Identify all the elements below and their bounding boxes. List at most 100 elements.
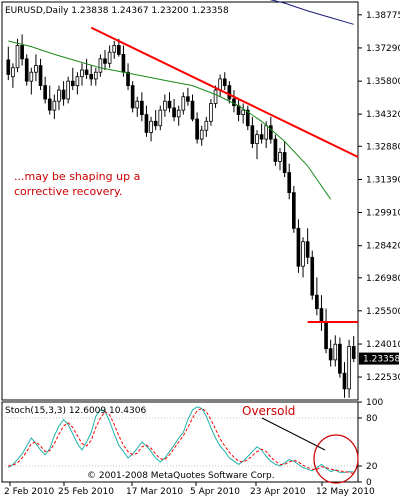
x-tick-label: 23 Apr 2010	[250, 487, 306, 497]
candle-body	[209, 103, 213, 122]
candle-body	[351, 346, 356, 359]
stoch-annotation-oversold: Oversold	[242, 404, 295, 418]
chart-header: EURUSD,Daily 1.23838 1.24367 1.23200 1.2…	[5, 6, 229, 16]
candle-body	[324, 321, 328, 350]
stoch-lines	[8, 406, 354, 475]
candle-body	[287, 172, 292, 194]
candle-body	[250, 125, 255, 144]
candle-body	[190, 100, 195, 120]
candle-body	[93, 71, 98, 80]
candle-body	[144, 114, 149, 133]
candle-body	[301, 241, 305, 267]
price-candles	[6, 34, 356, 398]
stoch-y-tick-label: 80	[366, 414, 378, 424]
oversold-arrow-line	[261, 417, 326, 451]
candle-body	[29, 71, 34, 82]
candle-body	[310, 256, 315, 296]
candle-body	[227, 85, 232, 100]
candle-body	[333, 343, 338, 361]
x-tick-label: 2 Feb 2010	[4, 487, 55, 497]
price-y-tick-label: 1.24010	[366, 340, 400, 350]
candle-body	[218, 78, 222, 91]
candle-body	[112, 45, 117, 53]
candle-body	[107, 51, 112, 64]
candle-body	[278, 152, 282, 162]
candle-body	[222, 78, 227, 87]
candle-body	[328, 348, 333, 361]
candle-body	[43, 85, 47, 100]
candle-body	[130, 85, 135, 109]
price-y-tick-label: 1.29910	[366, 208, 400, 218]
candle-body	[80, 69, 84, 78]
stoch-grid	[2, 417, 358, 467]
candle-body	[172, 107, 176, 118]
candle-body	[181, 96, 186, 111]
candle-body	[47, 98, 52, 111]
candle-body	[176, 109, 181, 118]
candle-body	[11, 67, 15, 78]
downtrend-line	[90, 26, 359, 158]
candle-body	[149, 120, 153, 133]
candle-body	[338, 343, 342, 374]
stoch-title: Stoch(15,3,3) 12.6009 10.4306	[5, 406, 146, 416]
candle-body	[121, 53, 126, 73]
candle-body	[236, 105, 241, 115]
candle-body	[70, 80, 75, 87]
candle-body	[61, 89, 66, 100]
candle-body	[158, 109, 163, 127]
candle-body	[273, 138, 278, 162]
candle-body	[20, 45, 24, 60]
candle-body	[135, 100, 140, 109]
candle-body	[259, 134, 264, 140]
oversold-circle	[313, 434, 359, 484]
candle-body	[245, 109, 250, 127]
candle-body	[38, 65, 43, 87]
x-tick-label: 17 Mar 2010	[126, 487, 183, 497]
candle-body	[126, 71, 130, 87]
price-y-tick-label: 1.34320	[366, 110, 400, 120]
price-y-tick-label: 1.28420	[366, 242, 400, 252]
candle-body	[153, 120, 158, 127]
candle-body	[52, 100, 57, 111]
stoch-main-line	[8, 406, 354, 473]
candle-body	[241, 109, 245, 115]
stoch-y-tick-label: 0	[366, 478, 372, 488]
annotation-recovery-line-1: ...may be shaping up a	[14, 170, 140, 183]
candle-body	[292, 192, 296, 229]
price-y-tick-label: 1.26980	[366, 274, 400, 284]
candle-body	[347, 346, 351, 390]
current-price-label: 1.23358	[363, 355, 400, 365]
candle-body	[315, 294, 319, 309]
current-price-box	[359, 352, 399, 365]
candle-body	[57, 89, 61, 102]
candle-body	[186, 96, 190, 102]
candle-body	[213, 89, 218, 104]
annotation-recovery: ...may be shaping up a corrective recove…	[14, 170, 144, 198]
stoch-y-axis: 100 80 20 0	[358, 398, 383, 488]
candle-body	[319, 308, 324, 323]
candle-body	[232, 98, 236, 107]
candle-body	[24, 58, 29, 82]
copyright-text: © 2001-2008 MetaQuotes Software Corp.	[87, 471, 275, 481]
stoch-signal-line	[8, 407, 354, 475]
x-tick-label: 25 Feb 2010	[58, 487, 114, 497]
price-y-axis: 1.38775 1.37290 1.35800 1.34320 1.32880 1.313…	[358, 11, 400, 383]
candle-body	[89, 74, 94, 80]
x-tick-label: 12 May 2010	[316, 487, 375, 497]
price-overlays	[8, 0, 359, 323]
candle-body	[342, 372, 347, 390]
candle-body	[75, 76, 80, 87]
candle-body	[268, 125, 273, 140]
stoch-y-tick-label: 20	[366, 462, 378, 472]
price-y-tick-label: 1.22530	[366, 373, 400, 383]
x-tick-label: 5 Apr 2010	[190, 487, 240, 497]
candle-body	[305, 241, 310, 258]
price-y-tick-label: 1.37290	[366, 44, 400, 54]
candle-body	[98, 58, 103, 73]
candle-body	[117, 45, 121, 55]
candle-body	[195, 118, 199, 140]
price-y-tick-label: 1.32880	[366, 142, 400, 152]
price-y-tick-label: 1.25500	[366, 307, 400, 317]
price-y-tick-label: 1.31390	[366, 175, 400, 185]
candle-body	[140, 100, 144, 115]
